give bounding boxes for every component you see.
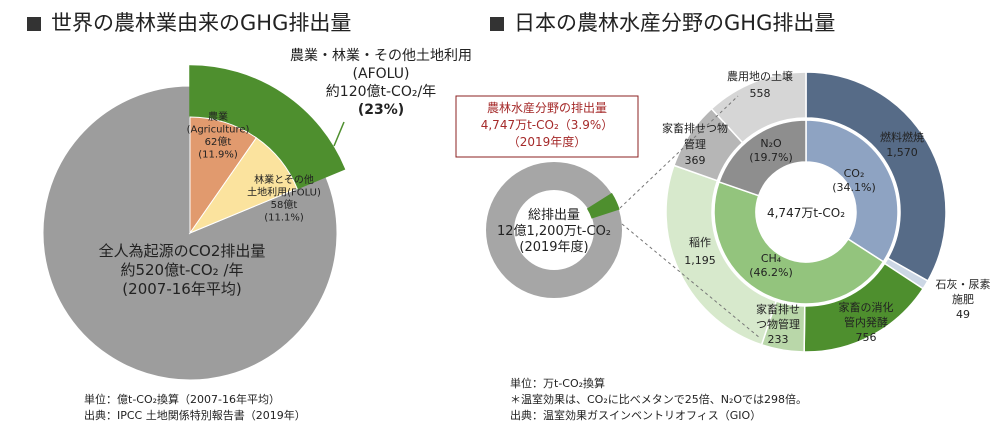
total-donut-highlight xyxy=(586,192,620,219)
label-fuel-combustion: 燃料燃焼 1,570 xyxy=(880,130,924,159)
callout-label: 農林水産分野の排出量 4,747万t-CO₂（3.9%）（2019年度） xyxy=(481,100,614,149)
afolu-leader-line xyxy=(333,121,345,147)
square-bullet-icon xyxy=(490,17,504,31)
label-center-total: 4,747万t-CO₂ xyxy=(767,206,845,220)
outer-fuel-combustion xyxy=(805,71,947,282)
right-title-heading: 日本の農林水産分野のGHG排出量 xyxy=(490,7,835,37)
label-rice: 稲作 1,195 xyxy=(684,236,716,267)
label-lime-urea: 石灰・尿素施肥 49 xyxy=(936,277,991,321)
label-agri-soil: 農用地の土壌 558 xyxy=(727,69,793,100)
inner-co2 xyxy=(805,119,899,263)
left-units-note: 単位：億t-CO₂換算（2007-16年平均） xyxy=(84,393,280,406)
inner-n2o xyxy=(718,119,807,197)
right-source-note: 出典：温室効果ガスインベントリオフィス（GIO） xyxy=(510,409,762,422)
left-title-heading: 世界の農林業由来のGHG排出量 xyxy=(27,7,351,37)
label-manure-n2o: 家畜排せつ物管理 369 xyxy=(662,121,728,167)
label-enteric-fermentation: 家畜の消化管内発酵 756 xyxy=(839,300,894,344)
label-ch4: CH₄ (46.2%) xyxy=(749,252,793,279)
label-agriculture: 農業(Agriculture) 62億t (11.9%) xyxy=(187,110,250,161)
right-units-note: 単位：万t-CO₂換算 xyxy=(510,377,606,390)
label-folu: 林業とその他土地利用(FOLU) 58億t (11.1%) xyxy=(247,173,321,224)
label-n2o: N₂O (19.7%) xyxy=(749,137,793,164)
right-gwp-note: ＊温室効果は、CO₂に比べメタンで25倍、N₂Oでは298倍。 xyxy=(510,393,808,406)
label-total-co2: 全人為起源のCO2排出量約520億t-CO₂ /年(2007-16年平均) xyxy=(99,242,266,298)
outer-agri-soil xyxy=(710,71,807,144)
total-donut-ring xyxy=(485,161,623,299)
label-afolu: 農業・林業・その他土地利用(AFOLU)約120億t-CO₂/年(23%) xyxy=(290,48,472,118)
label-manure-ch4: 家畜排せつ物管理 233 xyxy=(756,302,800,346)
left-source-note: 出典：IPCC 土地関係特別報告書（2019年） xyxy=(84,409,306,422)
right-title: 日本の農林水産分野のGHG排出量 xyxy=(514,11,836,35)
pie-slice-folu xyxy=(188,137,298,235)
square-bullet-icon xyxy=(27,17,41,31)
label-co2: CO₂ (34.1%) xyxy=(832,167,876,194)
inner-ch4 xyxy=(713,180,885,305)
label-total-emissions: 総排出量 12億1,200万t-CO₂ (2019年度) xyxy=(497,208,611,255)
callout-box xyxy=(455,95,639,158)
left-title: 世界の農林業由来のGHG排出量 xyxy=(51,11,352,35)
